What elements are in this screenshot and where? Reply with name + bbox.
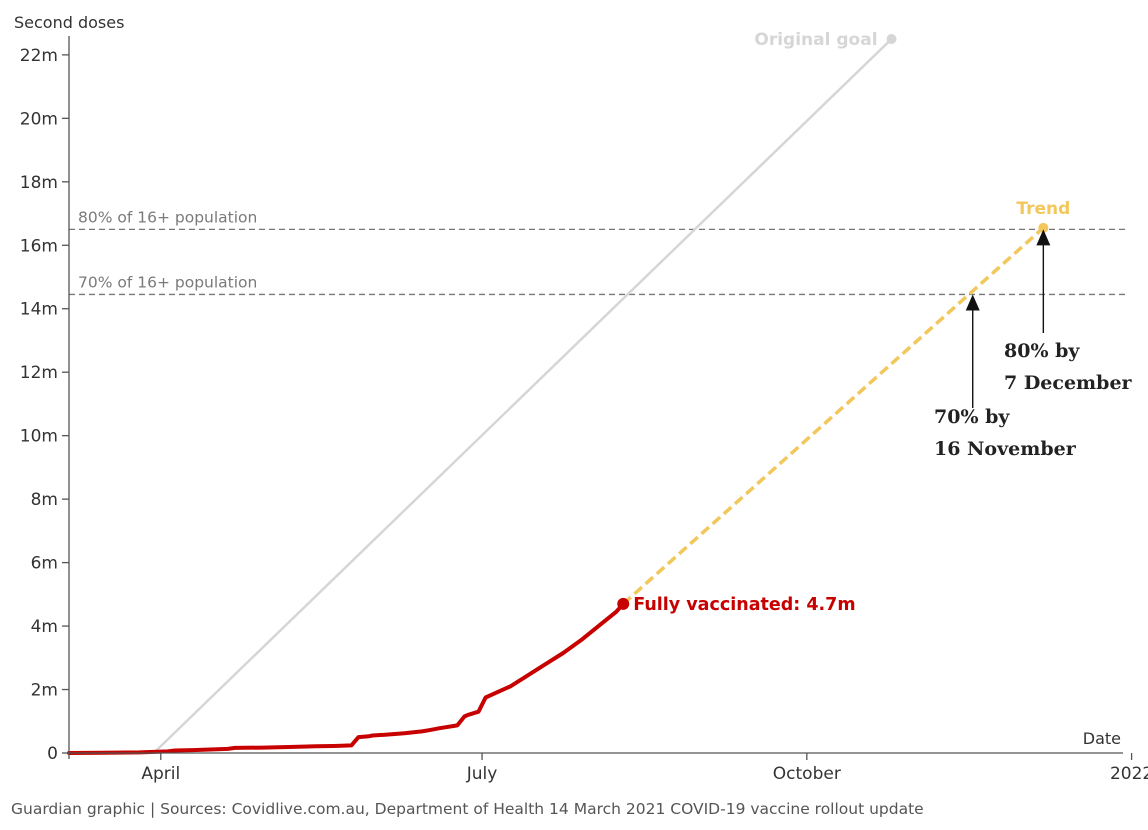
trend-label: Trend bbox=[1016, 199, 1070, 219]
source-credit: Guardian graphic | Sources: Covidlive.co… bbox=[11, 800, 924, 818]
x-axis-title: Date bbox=[1083, 729, 1121, 748]
y-tick-label: 4m bbox=[31, 617, 58, 637]
x-tick-label: April bbox=[141, 764, 180, 784]
y-tick-label: 18m bbox=[20, 173, 58, 193]
y-tick-label: 12m bbox=[20, 363, 58, 383]
annotation-arrow-head bbox=[965, 294, 980, 311]
fully-vaccinated-label: Fully vaccinated: 4.7m bbox=[633, 595, 855, 615]
x-tick-label: October bbox=[773, 764, 841, 784]
reference-lines: 80% of 16+ population 70% of 16+ populati… bbox=[69, 208, 1127, 296]
y-tick-label: 10m bbox=[20, 427, 58, 447]
annotation-arrow-head bbox=[1036, 229, 1051, 246]
series-layer: Original goal Trend Fully vaccinated: 4.7m bbox=[67, 30, 1070, 755]
annotation-text: 70% by bbox=[934, 406, 1010, 428]
y-tick-label: 8m bbox=[31, 490, 58, 510]
annotation-text: 80% by bbox=[1004, 340, 1080, 362]
y-tick-label: 14m bbox=[20, 300, 58, 320]
fully-vaccinated-endpoint bbox=[617, 597, 630, 610]
y-tick-label: 2m bbox=[31, 681, 58, 701]
x-tick-label: July bbox=[466, 764, 498, 784]
y-axis-title: Second doses bbox=[14, 13, 124, 32]
y-tick-label: 6m bbox=[31, 554, 58, 574]
original-goal-label: Original goal bbox=[754, 30, 877, 50]
trend-endpoint bbox=[1038, 222, 1049, 233]
axes-layer: 0 2m 4m 6m 8m 10m 12m 14m 16m 18m 20m 22m Second dos… bbox=[14, 13, 1148, 784]
original-goal-line bbox=[152, 38, 893, 754]
annotation-text: 7 December bbox=[1004, 372, 1133, 394]
y-tick-label: 0 bbox=[47, 744, 58, 764]
y-tick-label: 16m bbox=[20, 236, 58, 256]
trend-line bbox=[622, 226, 1045, 606]
fully-vaccinated-line bbox=[67, 601, 626, 755]
annotations-layer: 70% by 16 November 80% by 7 December bbox=[934, 229, 1133, 460]
reference-line-label: 70% of 16+ population bbox=[78, 273, 257, 291]
x-tick-label: 2022 bbox=[1110, 764, 1148, 784]
reference-line-label: 80% of 16+ population bbox=[78, 208, 257, 226]
original-goal-endpoint bbox=[886, 34, 897, 44]
y-tick-label: 22m bbox=[20, 46, 58, 66]
y-tick-label: 20m bbox=[20, 109, 58, 129]
annotation-text: 16 November bbox=[934, 438, 1077, 460]
